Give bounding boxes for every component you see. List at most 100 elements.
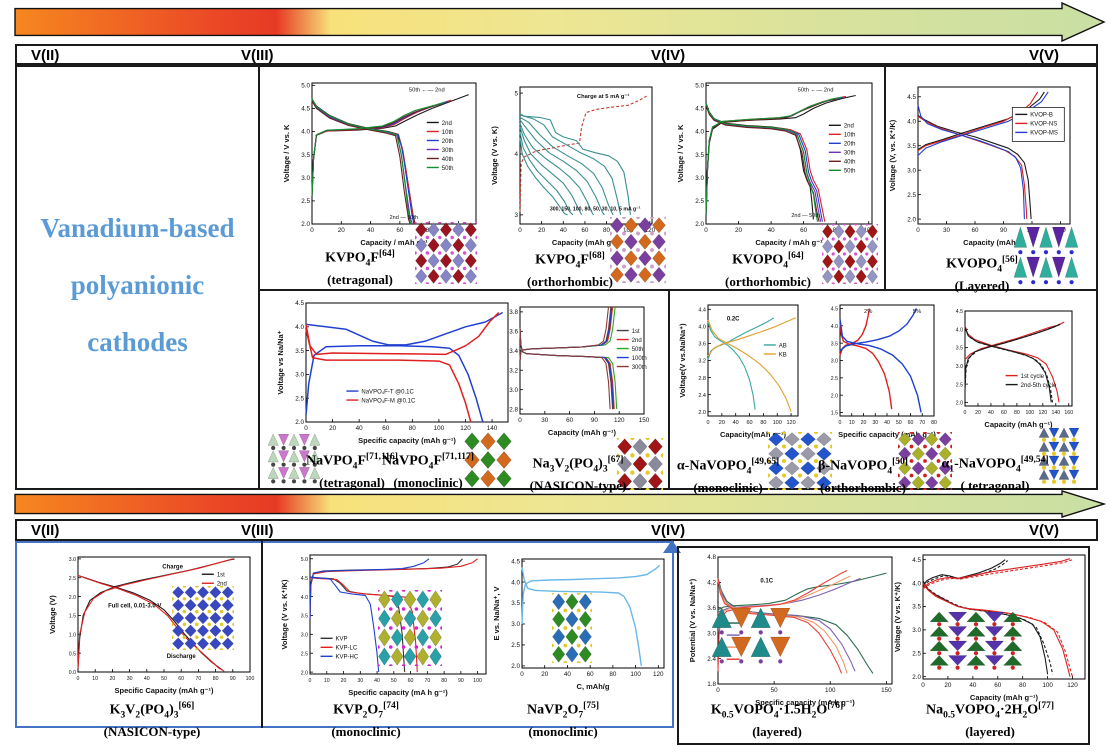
- panel-formula: Na0.5VOPO4·2H2O[77]: [925, 701, 1055, 721]
- svg-text:3.0: 3.0: [301, 175, 310, 182]
- svg-text:40: 40: [374, 678, 380, 684]
- oxidation-gradient-arrow-top: [14, 1, 1106, 43]
- panel-formula: KVOPO4[56]: [946, 255, 1018, 275]
- svg-text:C, mAh/g: C, mAh/g: [577, 682, 610, 691]
- svg-text:20th: 20th: [844, 142, 856, 148]
- svg-text:60: 60: [746, 420, 752, 426]
- svg-text:1st: 1st: [632, 329, 640, 335]
- svg-text:20: 20: [944, 682, 952, 689]
- bottom-right-group-box: [677, 546, 1090, 745]
- svg-text:Specific capacity (mAh g⁻¹): Specific capacity (mAh g⁻¹): [358, 436, 456, 445]
- svg-text:0: 0: [310, 227, 314, 234]
- chart-kvopo4-layered: 03060901201502.02.53.03.54.04.5Capacity …: [888, 80, 1076, 248]
- svg-text:4.0: 4.0: [511, 579, 520, 586]
- svg-text:KVP: KVP: [336, 637, 348, 643]
- svg-text:60: 60: [382, 425, 390, 432]
- svg-text:50th: 50th: [844, 169, 856, 175]
- svg-text:4.8: 4.8: [707, 554, 716, 561]
- svg-text:160: 160: [1064, 410, 1073, 416]
- svg-text:Capacity (mAh g⁻¹): Capacity (mAh g⁻¹): [548, 428, 617, 437]
- svg-text:100th: 100th: [632, 356, 647, 362]
- crystal-structure-na05vopo4-hydrate: [929, 611, 1023, 670]
- svg-text:20: 20: [541, 671, 549, 678]
- svg-text:60: 60: [908, 420, 914, 426]
- panel-phase: (tetragonal): [327, 272, 393, 288]
- svg-text:10th: 10th: [442, 130, 454, 136]
- svg-text:Potential (V vs. Na/Na⁺): Potential (V vs. Na/Na⁺): [688, 578, 697, 662]
- svg-text:100: 100: [434, 425, 445, 432]
- svg-text:4.5: 4.5: [912, 557, 921, 564]
- svg-text:0: 0: [916, 227, 920, 234]
- svg-text:40: 40: [988, 410, 994, 416]
- svg-text:3.5: 3.5: [511, 600, 520, 607]
- svg-text:3: 3: [514, 212, 518, 219]
- svg-text:KVP-LC: KVP-LC: [336, 646, 358, 652]
- svg-text:70: 70: [919, 420, 925, 426]
- svg-text:KVP-HC: KVP-HC: [336, 655, 359, 661]
- panel-phase: ( tetragonal): [960, 478, 1030, 494]
- svg-text:10th: 10th: [844, 133, 856, 139]
- chart-alpha1-navopo4: 0 20 40 60 80 100 120 140 160 2.0 2.5 3.0 3.5 4.0 4.5 C…: [941, 304, 1078, 430]
- panel-caption-kvopo4-layered: KVOPO4[56] (Layered): [907, 252, 1057, 294]
- svg-text:60: 60: [971, 227, 979, 234]
- svg-text:30: 30: [541, 417, 549, 424]
- svg-text:40: 40: [564, 671, 572, 678]
- oxidation-label-row-bottom: V(II) V(III) V(IV) V(V): [15, 519, 1098, 541]
- svg-text:80: 80: [1019, 682, 1027, 689]
- svg-text:100: 100: [825, 687, 836, 694]
- svg-text:Charge at 5 mA g⁻¹: Charge at 5 mA g⁻¹: [577, 93, 630, 100]
- svg-text:2nd: 2nd: [217, 582, 227, 588]
- panel-phase: (orthorhombic): [725, 274, 811, 290]
- panel-caption-na3v2po43: Na3V2(PO4)3[67] (NASICON-type): [503, 452, 653, 494]
- svg-text:4.5: 4.5: [301, 576, 308, 582]
- panel-phase: (monoclinic): [331, 724, 401, 740]
- svg-text:50th: 50th: [632, 347, 644, 353]
- svg-text:120: 120: [1038, 410, 1047, 416]
- panel-phase: (NASICON-type): [529, 478, 627, 494]
- chart-kvpo4f-orthorhombic: 0 20 40 60 80 100 120 3 4 5 Capacity (mAh g⁻¹) Volt…: [490, 80, 658, 248]
- svg-text:120: 120: [645, 227, 656, 234]
- svg-text:3.8: 3.8: [509, 309, 518, 316]
- svg-text:0: 0: [704, 227, 708, 234]
- svg-text:150: 150: [639, 417, 650, 424]
- panel-phase: (layered): [965, 724, 1015, 740]
- svg-text:2nd-5th cycle: 2nd-5th cycle: [1021, 383, 1057, 389]
- svg-text:0: 0: [921, 682, 925, 689]
- svg-text:120: 120: [1067, 682, 1078, 689]
- panel-formula: K3V2(PO4)3[66]: [109, 701, 195, 721]
- divider-bottom-row: [261, 541, 263, 728]
- svg-text:90: 90: [591, 417, 599, 424]
- svg-text:90: 90: [458, 678, 464, 684]
- svg-text:80: 80: [441, 678, 447, 684]
- chart-k05vopo4-hydrate: 0 50 100 150 1.8 2.4 3.0 3.6 4.2 4.8 Specific capa…: [688, 550, 898, 708]
- svg-text:2.0: 2.0: [295, 419, 304, 426]
- svg-text:3.5: 3.5: [295, 348, 304, 355]
- svg-text:3.0: 3.0: [301, 633, 308, 639]
- divider-top-row: [884, 65, 886, 291]
- svg-text:4.0: 4.0: [907, 118, 916, 125]
- svg-text:Voltage (V): Voltage (V): [48, 595, 57, 634]
- svg-text:10: 10: [849, 420, 855, 426]
- svg-text:3.6: 3.6: [707, 605, 716, 612]
- svg-text:1.5: 1.5: [831, 411, 838, 417]
- svg-text:0: 0: [77, 676, 80, 682]
- svg-text:60: 60: [800, 227, 808, 234]
- svg-text:NaVPO₄F-M @0.1C: NaVPO₄F-M @0.1C: [361, 398, 416, 404]
- svg-text:50th ←— 2nd: 50th ←— 2nd: [409, 87, 445, 93]
- panel-caption-k05vopo4-hydrate: K0.5VOPO4·1.5H2O[76] (layered): [697, 698, 857, 740]
- svg-text:30th: 30th: [442, 148, 454, 154]
- svg-text:2.0: 2.0: [511, 663, 520, 670]
- svg-text:4.5: 4.5: [295, 300, 304, 307]
- panel-phase: (orthorhombic): [820, 480, 906, 496]
- svg-text:100: 100: [1042, 682, 1053, 689]
- svg-text:80: 80: [609, 671, 617, 678]
- svg-text:Capacity (mAh g⁻¹): Capacity (mAh g⁻¹): [970, 693, 1039, 702]
- svg-text:30: 30: [943, 227, 951, 234]
- panel-phase: (monoclinic): [393, 475, 463, 491]
- svg-text:3.0: 3.0: [907, 167, 916, 174]
- svg-text:40: 40: [733, 420, 739, 426]
- svg-text:KVOP-MS: KVOP-MS: [1030, 131, 1058, 137]
- svg-text:3.5: 3.5: [695, 152, 704, 159]
- svg-text:2.0: 2.0: [907, 216, 916, 223]
- svg-text:3.0: 3.0: [695, 175, 704, 182]
